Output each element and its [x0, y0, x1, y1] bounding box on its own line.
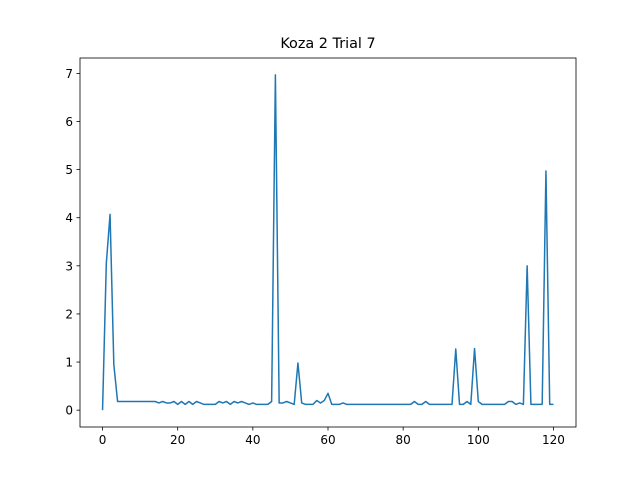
x-tick-label: 60 — [320, 433, 335, 447]
y-tick-label: 4 — [65, 211, 73, 225]
x-tick-label: 80 — [396, 433, 411, 447]
y-tick-label: 7 — [65, 67, 73, 81]
data-line — [101, 74, 554, 411]
x-tick-label: 100 — [467, 433, 490, 447]
x-tick-label: 120 — [542, 433, 565, 447]
x-tick-label: 0 — [99, 433, 107, 447]
y-tick-label: 2 — [65, 307, 73, 321]
y-tick-label: 5 — [65, 163, 73, 177]
y-tick-label: 6 — [65, 115, 73, 129]
y-tick-label: 3 — [65, 259, 73, 273]
x-tick-label: 40 — [245, 433, 260, 447]
x-tick-label: 20 — [170, 433, 185, 447]
axes-frame — [79, 57, 577, 428]
y-tick-label: 1 — [65, 356, 73, 370]
y-tick-label: 0 — [65, 404, 73, 418]
chart-title: Koza 2 Trial 7 — [280, 36, 375, 52]
